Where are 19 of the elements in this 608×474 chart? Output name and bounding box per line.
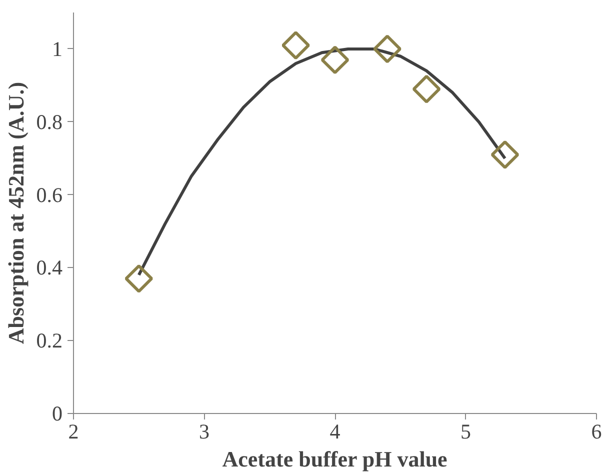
- y-tick-label: 0.2: [36, 328, 62, 353]
- point: [124, 264, 154, 293]
- y-tick-label: 1: [52, 36, 62, 61]
- point: [490, 140, 520, 169]
- y-tick-label: 0.6: [36, 182, 62, 207]
- y-tick-label: 0: [52, 402, 62, 426]
- y-tick-label: 0.4: [36, 256, 63, 280]
- point: [373, 34, 402, 64]
- x-tick-label: 2: [68, 420, 79, 444]
- y-axis-title: Absorption at 452nm (A.U.): [3, 82, 28, 344]
- x-tick-label: 5: [460, 420, 471, 444]
- x-tick-label: 4: [330, 420, 341, 444]
- point: [320, 46, 350, 74]
- x-tick-label: 6: [591, 420, 602, 444]
- point: [412, 74, 441, 104]
- point: [282, 31, 310, 60]
- y-tick-label: 0.8: [36, 110, 62, 134]
- x-axis-title: Acetate buffer pH value: [222, 446, 448, 472]
- x-tick-label: 3: [199, 420, 210, 444]
